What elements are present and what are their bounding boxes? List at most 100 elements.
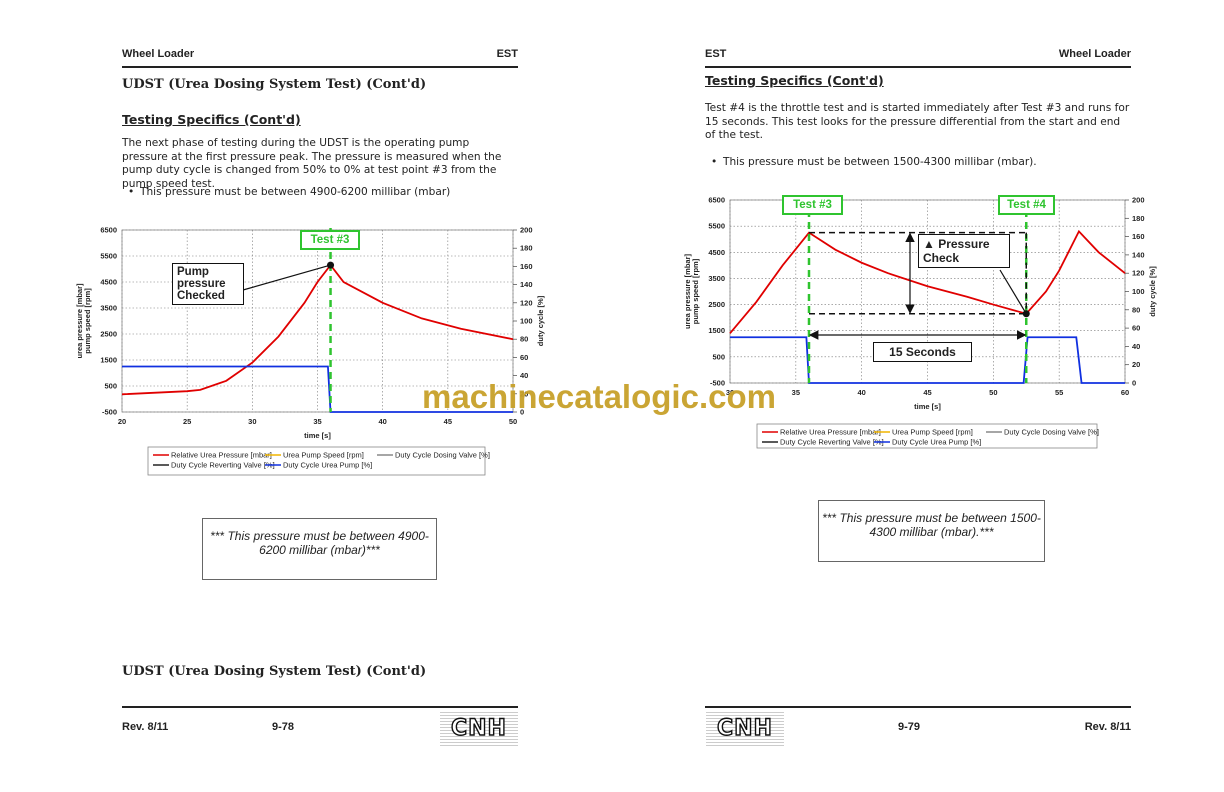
x-axis-label: time [s]	[304, 431, 331, 440]
logo: CNH	[706, 712, 784, 746]
y2-tick-label: 120	[1132, 269, 1145, 278]
header-right: EST	[496, 48, 518, 60]
x-tick-label: 50	[509, 417, 517, 426]
legend-label: Urea Pump Speed [rpm]	[283, 451, 364, 460]
header-left: Wheel Loader	[122, 48, 195, 60]
footer-page: 9-78	[272, 721, 295, 733]
legend-label: Duty Cycle Urea Pump [%]	[892, 438, 981, 447]
x-tick-label: 40	[378, 417, 386, 426]
y-tick-label: 1500	[708, 326, 725, 335]
x-tick-label: 45	[444, 417, 452, 426]
y-tick-label: 2500	[100, 330, 117, 339]
callout-line	[999, 269, 1027, 315]
x-tick-label: 30	[726, 388, 734, 397]
footer-title: UDST (Urea Dosing System Test) (Cont'd)	[122, 664, 427, 679]
y-tick-label: 2500	[708, 300, 725, 309]
logo: CNH	[440, 712, 518, 746]
note-box: *** This pressure must be between 1500-4…	[818, 500, 1045, 562]
y-tick-label: 1500	[100, 356, 117, 365]
legend-box	[756, 423, 1098, 449]
series-line	[121, 263, 514, 396]
y2-tick-label: 200	[1132, 196, 1145, 205]
legend-label: Urea Pump Speed [rpm]	[892, 428, 973, 437]
y-tick-label: 500	[104, 382, 117, 391]
y2-tick-label: 40	[1132, 342, 1140, 351]
y2-tick-label: 180	[1132, 214, 1145, 223]
y2-tick-label: 20	[1132, 360, 1140, 369]
x-tick-label: 35	[792, 388, 800, 397]
x-tick-label: 30	[248, 417, 256, 426]
x-tick-label: 20	[118, 417, 126, 426]
y2-axis-label: duty cycle [%]	[1148, 266, 1157, 317]
legend-box	[147, 446, 486, 476]
header-right: Wheel Loader	[1058, 48, 1131, 60]
callout-line	[242, 264, 331, 291]
legend-label: Duty Cycle Reverting Valve [%]	[171, 461, 275, 470]
legend-label: Duty Cycle Urea Pump [%]	[283, 461, 372, 470]
footer-rule	[122, 706, 518, 708]
subtitle: Testing Specifics (Cont'd)	[705, 73, 884, 88]
header-rule	[705, 66, 1131, 68]
watermark: machinecatalogic.com	[422, 378, 776, 415]
y2-tick-label: 60	[520, 353, 528, 362]
header-rule	[122, 66, 518, 68]
y-tick-label: 3500	[100, 304, 117, 313]
x-tick-label: 50	[989, 388, 997, 397]
y-tick-label: 6500	[708, 196, 725, 205]
series-line	[729, 229, 1126, 334]
x-tick-label: 25	[183, 417, 191, 426]
footer-rev: Rev. 8/11	[122, 721, 169, 733]
annotation: Test #3	[782, 195, 843, 215]
y-tick-label: 5500	[100, 252, 117, 261]
y2-tick-label: 160	[520, 262, 533, 271]
y-axis-label: urea pressure [mbar]	[75, 283, 84, 359]
legend-label: Duty Cycle Dosing Valve [%]	[395, 451, 490, 460]
y-axis-label: pump speed [rpm]	[691, 258, 700, 324]
series-line	[122, 365, 513, 413]
y-axis-label: urea pressure [mbar]	[683, 253, 692, 329]
y2-tick-label: 0	[1132, 379, 1136, 388]
header-left: EST	[705, 48, 727, 60]
legend-label: Duty Cycle Reverting Valve [%]	[780, 438, 884, 447]
y-axis-label: pump speed [rpm]	[83, 288, 92, 354]
y2-tick-label: 60	[1132, 324, 1140, 333]
y-tick-label: 4500	[708, 248, 725, 257]
annotation: Test #3	[300, 230, 360, 250]
x-tick-label: 55	[1055, 388, 1063, 397]
section-title: UDST (Urea Dosing System Test) (Cont'd)	[122, 77, 427, 92]
bullet: This pressure must be between 1500-4300 …	[711, 156, 1037, 168]
y-tick-label: 6500	[100, 226, 117, 235]
y2-tick-label: 20	[520, 389, 528, 398]
y2-tick-label: 200	[520, 226, 533, 235]
x-tick-label: 40	[857, 388, 865, 397]
check-point	[1022, 310, 1030, 318]
legend-label: Duty Cycle Dosing Valve [%]	[1004, 428, 1099, 437]
x-tick-label: 60	[1121, 388, 1129, 397]
legend-label: Relative Urea Pressure [mbar]	[780, 428, 881, 437]
y2-tick-label: 80	[1132, 305, 1140, 314]
bullet: This pressure must be between 4900-6200 …	[128, 186, 450, 198]
y-tick-label: -500	[710, 379, 725, 388]
x-axis-label: time [s]	[914, 402, 941, 411]
x-tick-label: 45	[923, 388, 931, 397]
y2-tick-label: 100	[520, 317, 533, 326]
y2-tick-label: 140	[1132, 250, 1145, 259]
y-tick-label: 500	[712, 352, 725, 361]
footer-page: 9-79	[898, 721, 921, 733]
y-tick-label: 5500	[708, 222, 725, 231]
paragraph: Test #4 is the throttle test and is star…	[705, 102, 1130, 141]
y2-tick-label: 80	[520, 335, 528, 344]
y2-tick-label: 180	[520, 244, 533, 253]
annotation: Pump pressure Checked	[172, 263, 244, 305]
y2-axis-label: duty cycle [%]	[536, 295, 545, 346]
y2-tick-label: 40	[520, 371, 528, 380]
legend-label: Relative Urea Pressure [mbar]	[171, 451, 272, 460]
y2-tick-label: 140	[520, 280, 533, 289]
y2-tick-label: 100	[1132, 287, 1145, 296]
y-tick-label: 4500	[100, 278, 117, 287]
y2-tick-label: 120	[520, 298, 533, 307]
footer-rule	[705, 706, 1131, 708]
footer-rev: Rev. 8/11	[1084, 721, 1131, 733]
x-tick-label: 35	[313, 417, 321, 426]
